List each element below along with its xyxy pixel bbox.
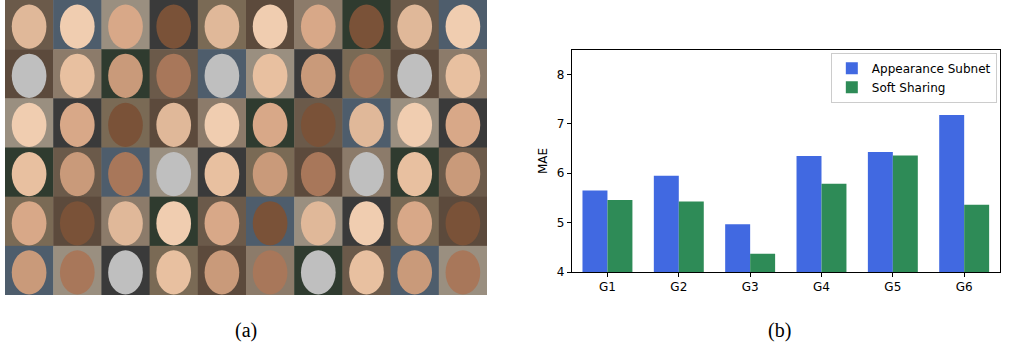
svg-text:Appearance Subnet: Appearance Subnet: [872, 62, 991, 76]
svg-text:(a): (a): [235, 319, 257, 342]
svg-text:G1: G1: [599, 280, 616, 294]
svg-text:G4: G4: [813, 280, 830, 294]
svg-text:7: 7: [557, 117, 565, 131]
svg-text:5: 5: [557, 216, 565, 230]
svg-text:8: 8: [557, 68, 565, 82]
svg-text:(b): (b): [768, 319, 791, 342]
svg-text:4: 4: [557, 265, 565, 279]
svg-text:Soft Sharing: Soft Sharing: [872, 81, 946, 95]
svg-text:6: 6: [557, 166, 565, 180]
svg-text:G2: G2: [670, 280, 687, 294]
svg-text:G6: G6: [956, 280, 973, 294]
svg-text:G3: G3: [742, 280, 759, 294]
svg-text:MAE: MAE: [536, 148, 550, 174]
svg-text:G5: G5: [884, 280, 901, 294]
